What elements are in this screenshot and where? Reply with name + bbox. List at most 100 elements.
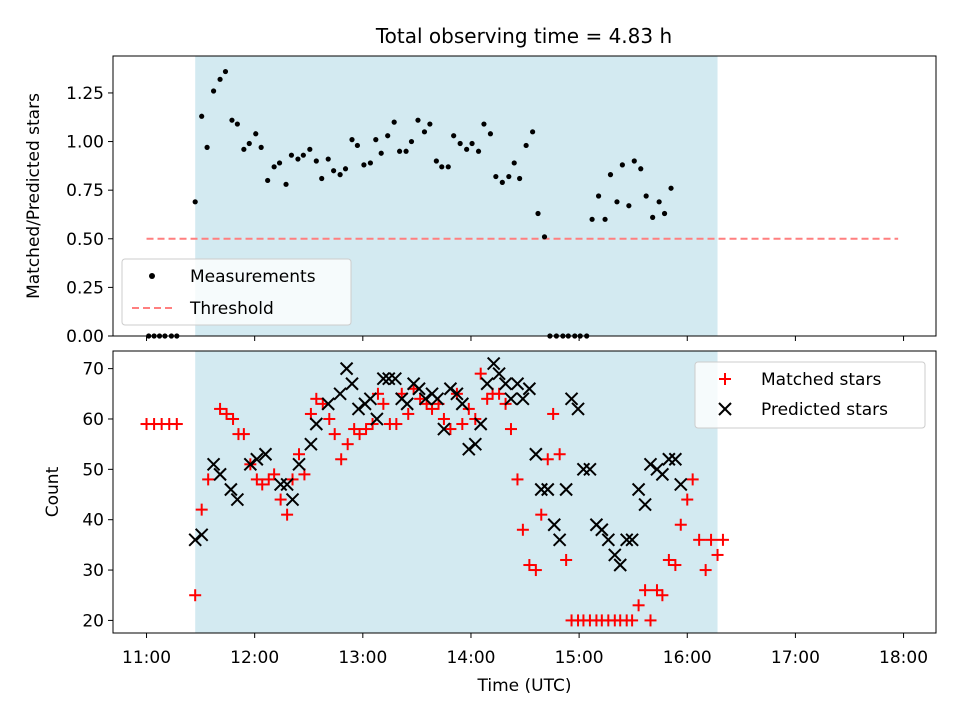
predicted-star-point: [273, 477, 288, 492]
top-legend: Measurements Threshold: [121, 258, 352, 326]
measurement-point: [638, 166, 644, 172]
measurement-point: [361, 162, 367, 168]
predicted-star-point: [601, 533, 616, 547]
measurement-point: [487, 131, 494, 137]
measurement-point: [511, 160, 517, 166]
predicted-star-point: [224, 482, 238, 497]
predicted-star-point: [529, 447, 543, 461]
measurement-point: [433, 158, 439, 164]
measurement-point: [493, 173, 499, 180]
predicted-star-point: [534, 482, 548, 497]
measurement-point: [217, 76, 223, 82]
measurement-point: [451, 133, 457, 139]
predicted-star-point: [564, 392, 579, 406]
measurement-point: [421, 129, 428, 135]
predicted-star-point: [643, 457, 658, 472]
measurement-point: [373, 137, 379, 143]
x-tick-label: 16:00: [663, 648, 712, 668]
measurement-point: [408, 138, 415, 145]
predicted-star-point: [194, 528, 209, 542]
bottom-axes-frame: [112, 350, 937, 634]
x-tick-label: 13:00: [338, 648, 387, 668]
measurement-point: [403, 148, 409, 154]
measurement-point: [319, 175, 325, 182]
predicted-star-point: [522, 382, 537, 396]
measurement-point: [614, 199, 620, 205]
measurement-point: [668, 185, 674, 191]
top-y-axis-label: Matched/Predicted stars: [24, 93, 44, 299]
predicted-star-point: [674, 477, 688, 492]
measurement-point: [643, 193, 649, 199]
measurement-point: [631, 158, 637, 164]
measurement-point: [602, 216, 608, 222]
predicted-star-point: [619, 533, 634, 547]
predicted-star-point: [608, 548, 622, 562]
measurement-point: [271, 164, 277, 170]
y-tick-label: 30: [82, 561, 104, 581]
predicted-star-point: [552, 533, 567, 547]
y-tick-label: 1.00: [66, 133, 104, 153]
measurement-point: [295, 156, 301, 162]
bottom-legend-box: [694, 361, 926, 429]
measurement-point: [469, 140, 475, 147]
predicted-star-point: [595, 523, 609, 537]
predicted-star-point: [455, 397, 470, 411]
measurement-point: [656, 199, 662, 205]
measurement-point: [427, 121, 433, 127]
measurement-point: [349, 137, 355, 143]
predicted-star-point: [498, 377, 513, 391]
x-tick-label: 14:00: [446, 648, 495, 668]
predicted-star-point: [468, 437, 483, 451]
measurement-point: [331, 168, 337, 174]
measurement-point: [378, 150, 384, 156]
legend-threshold-label: Threshold: [189, 299, 274, 319]
legend-measurements-marker: [149, 273, 155, 279]
x-tick-label: 17:00: [771, 648, 820, 668]
measurement-point: [391, 119, 397, 125]
measurement-point: [415, 117, 421, 123]
measurement-point: [300, 152, 306, 158]
measurement-point: [288, 152, 295, 158]
top-x-ticks: [146, 336, 905, 341]
predicted-star-point: [285, 492, 300, 507]
legend-measurements-label: Measurements: [190, 267, 316, 287]
bottom-legend: Matched stars Predicted stars: [694, 361, 926, 429]
predicted-star-point: [638, 497, 652, 512]
measurement-point: [253, 131, 259, 137]
measurement-point: [313, 158, 319, 164]
y-tick-label: 60: [82, 410, 104, 430]
legend-predicted-label: Predicted stars: [761, 400, 888, 420]
predicted-star-point: [309, 417, 324, 431]
predicted-star-point: [280, 477, 294, 492]
predicted-star-point: [370, 412, 384, 426]
predicted-star-point: [206, 457, 221, 472]
y-tick-label: 0.75: [66, 181, 104, 201]
predicted-star-point: [412, 382, 426, 396]
legend-matched-label: Matched stars: [761, 370, 881, 390]
measurement-point: [506, 173, 512, 180]
bottom-y-ticks: 20 30 40 50 60 70: [82, 360, 113, 631]
predicted-star-point: [292, 457, 306, 472]
y-tick-label: 50: [82, 460, 104, 480]
measurement-point: [475, 148, 482, 154]
predicted-star-point: [258, 447, 273, 461]
measurement-point: [619, 162, 625, 168]
predicted-star-point: [382, 371, 396, 386]
predicted-star-point: [516, 392, 530, 406]
predicted-star-point: [363, 392, 378, 406]
measurement-point: [607, 172, 614, 178]
measurement-point: [457, 140, 463, 147]
measurement-point: [385, 133, 391, 139]
predicted-star-point: [631, 482, 646, 497]
predicted-star-point: [547, 518, 561, 532]
predicted-star-point: [333, 387, 347, 401]
measurement-point: [367, 160, 373, 166]
predicted-star-point: [304, 437, 318, 451]
predicted-star-point: [213, 467, 227, 482]
legend-x-stroke: [718, 402, 732, 416]
predicted-star-point: [321, 397, 335, 411]
predicted-star-point: [613, 558, 627, 572]
measurement-point: [354, 142, 361, 149]
top-y-ticks: 0.00 0.25 0.50 0.75 1.00 1.25: [66, 84, 113, 347]
